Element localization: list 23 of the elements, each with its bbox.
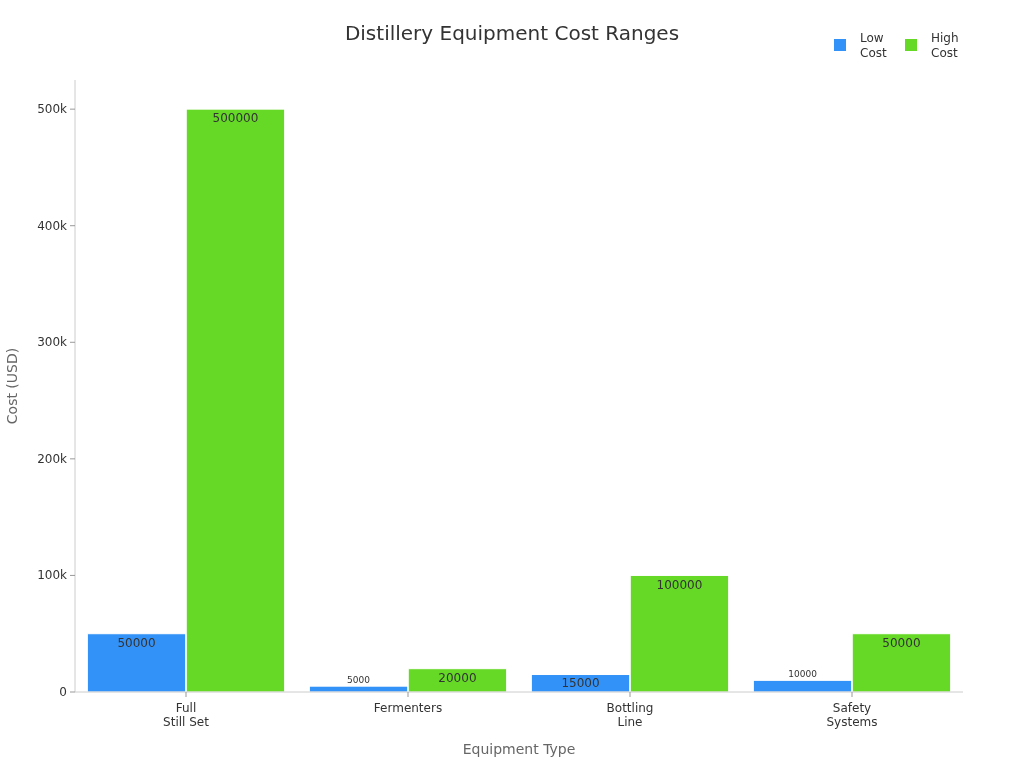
data-label: 100000 — [656, 577, 703, 592]
y-tick-label: 500k — [37, 102, 68, 117]
legend-label: Low Cost — [860, 31, 887, 60]
x-tick-label: Bottling Line — [606, 701, 654, 729]
data-label: 50000 — [882, 635, 921, 650]
y-tick-label: 200k — [37, 451, 68, 466]
y-tick-label: 100k — [37, 568, 68, 583]
chart-title: Distillery Equipment Cost Ranges — [344, 21, 680, 45]
data-label: 500000 — [212, 111, 259, 126]
legend-label: High Cost — [931, 31, 959, 60]
x-tick-label: Full Still Set — [163, 701, 210, 729]
data-label: 10000 — [788, 669, 818, 680]
y-tick-label: 400k — [37, 218, 68, 233]
y-axis-title: Cost (USD) — [4, 347, 20, 425]
data-label: 20000 — [438, 670, 477, 685]
data-label: 15000 — [561, 676, 600, 691]
y-tick-label: 0 — [59, 685, 67, 699]
y-tick-label: 300k — [37, 335, 68, 350]
x-axis-title: Equipment Type — [462, 741, 576, 757]
x-tick-label: Fermenters — [373, 701, 443, 715]
x-tick-label: Safety Systems — [826, 701, 878, 729]
data-label: 5000 — [347, 675, 371, 686]
data-label: 50000 — [117, 635, 156, 650]
